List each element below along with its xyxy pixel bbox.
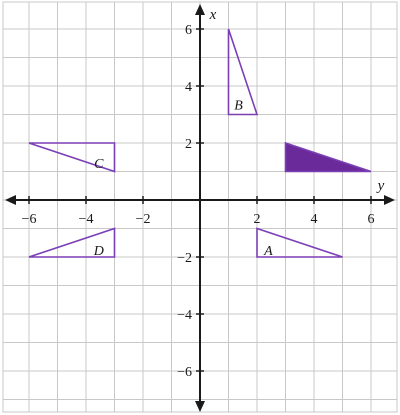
x-tick-label: 6 [368,212,375,227]
x-tick-label: −2 [136,212,151,227]
y-tick-label: 6 [185,23,192,38]
y-tick-label: −6 [177,365,192,380]
triangle-b-label: B [234,99,243,114]
vertical-axis-name: x [209,7,217,23]
y-tick-label: −4 [177,308,192,323]
axes [5,4,395,412]
triangle-a-label: A [263,244,273,259]
y-tick-label: −2 [177,251,192,266]
labels: y x −6 −4 −2 2 4 6 6 4 2 −2 −4 −6 A B C D [22,7,385,380]
x-tick-label: −4 [79,212,94,227]
x-tick-label: 2 [254,212,261,227]
horizontal-axis-name: y [376,178,385,194]
arrow-left-icon [5,195,16,205]
x-tick-label: 4 [311,212,318,227]
y-tick-label: 4 [185,80,192,95]
triangle-d-label: D [93,244,104,259]
arrow-right-icon [384,195,395,205]
x-tick-label: −6 [22,212,37,227]
arrow-down-icon [195,401,205,412]
arrow-up-icon [195,4,205,15]
triangle-c-label: C [94,157,104,172]
shaded-triangle [286,143,372,172]
y-tick-label: 2 [185,137,192,152]
